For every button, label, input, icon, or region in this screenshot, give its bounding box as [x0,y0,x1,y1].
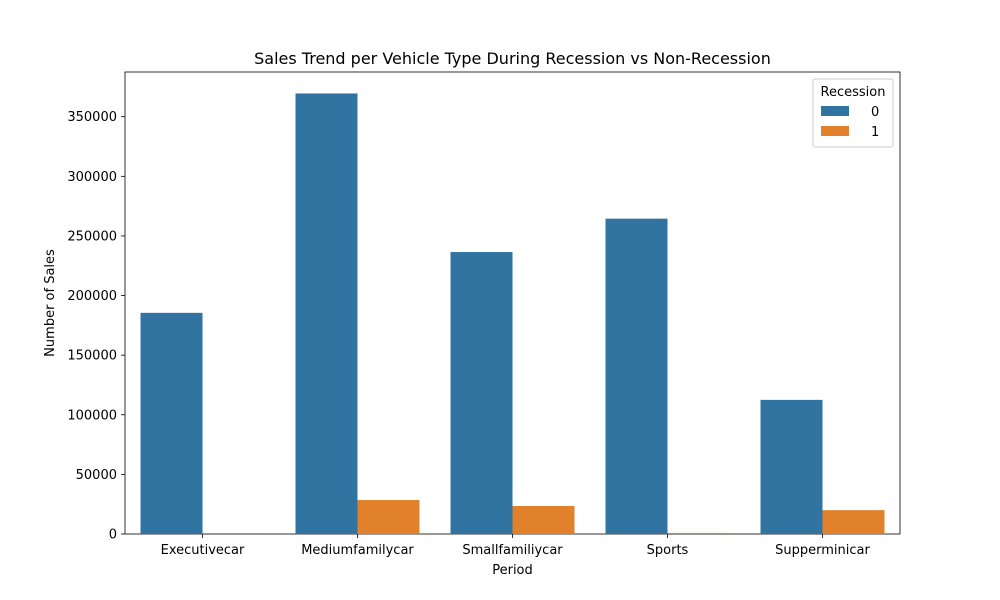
y-axis: 0 50000 100000 150000 200000 250000 300000 3500… [67,110,125,543]
x-tick-label: Smallfamiliycar [462,543,563,558]
bar-executivecar-series-1 [202,533,265,534]
x-axis-label: Period [492,563,533,578]
y-tick-label: 200000 [67,289,117,304]
x-tick-label: Executivecar [161,543,245,558]
legend-label-0: 0 [871,105,879,120]
bar-sports-series-0 [605,218,668,534]
legend-swatch-1 [821,126,849,136]
x-tick-label: Supperminicar [775,543,870,558]
bar-supperminicar-series-1 [822,510,885,534]
y-tick-label: 300000 [67,170,117,185]
y-tick-label: 50000 [76,468,117,483]
bars-group [140,93,885,535]
bar-sports-series-1 [667,532,730,534]
y-tick-label: 100000 [67,408,117,423]
legend: Recession 0 1 [812,78,894,148]
x-tick-label: Mediumfamilycar [301,543,414,558]
y-tick-label: 350000 [67,110,117,125]
legend-label-1: 1 [871,125,879,140]
bar-supperminicar-series-0 [760,399,823,534]
bar-smallfamiliycar-series-0 [450,252,513,535]
y-tick-label: 250000 [67,229,117,244]
x-axis: Executivecar Mediumfamilycar Smallfamiliyc… [161,534,870,558]
bar-mediumfamilycar-series-1 [357,500,420,534]
bar-mediumfamilycar-series-0 [295,93,358,535]
chart-title: Sales Trend per Vehicle Type During Rece… [254,49,771,68]
bar-executivecar-series-0 [140,312,203,534]
legend-title: Recession [821,85,886,100]
y-tick-label: 0 [109,528,117,543]
legend-swatch-0 [821,106,849,116]
y-axis-label: Number of Sales [43,249,58,357]
bar-smallfamiliycar-series-1 [512,505,575,534]
x-tick-label: Sports [647,543,689,558]
y-tick-label: 150000 [67,349,117,364]
